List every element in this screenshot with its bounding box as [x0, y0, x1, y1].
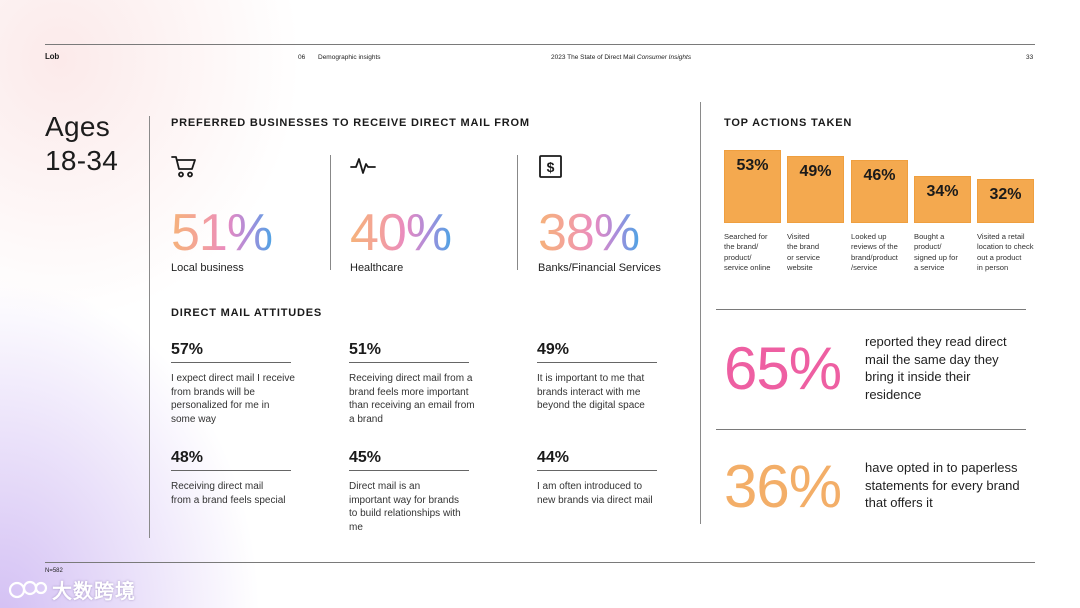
lob-logo: Lob	[45, 52, 60, 61]
pulse-icon	[350, 156, 376, 176]
attitude-pct: 48%	[171, 449, 204, 466]
chart-bar-value-label: 46%	[863, 167, 896, 184]
attitude-text: Receiving direct mail from a brand feels…	[171, 481, 286, 506]
attitude-pct: 44%	[537, 449, 570, 466]
chart-category-label-line: reviews of the	[851, 242, 898, 252]
chart-category-label-line: service online	[724, 263, 771, 273]
chart-category-label-line: signed up for	[914, 252, 958, 262]
chart-bar: 34%	[914, 176, 971, 223]
footer-rule	[45, 562, 1035, 563]
attitude-pct: 57%	[171, 341, 204, 358]
divider-right	[700, 102, 701, 524]
attitude-rule	[171, 470, 291, 471]
report-title: 2023 The State of Direct Mail Consumer I…	[551, 54, 691, 61]
stat-text-paperless: have opted in to paperless statements fo…	[865, 460, 1020, 510]
sample-size: N=582	[45, 568, 63, 574]
watermark: 大数跨境	[8, 575, 136, 604]
chart-category-label-line: in person	[977, 263, 1009, 273]
chart-category-label: Bought a product/signed up for a service	[914, 232, 979, 274]
divider-left	[149, 116, 150, 538]
ages-title: Ages 18-34	[45, 110, 118, 178]
chart-category-label-line: out a product	[977, 252, 1022, 262]
biz-label-banks: Banks/Financial Services	[538, 262, 661, 274]
chart-category-label-line: Looked up	[851, 232, 887, 241]
biz-label-healthcare: Healthcare	[350, 262, 404, 274]
attitude-text: It is important to me that brands intera…	[537, 373, 645, 411]
preferred-title: PREFERRED BUSINESSES TO RECEIVE DIRECT M…	[171, 117, 530, 129]
report-title-italic: Consumer Insights	[636, 54, 692, 61]
attitude-pct: 51%	[349, 341, 382, 358]
attitude-rule	[537, 470, 657, 471]
chart-category-label: Visited the brand or service website	[787, 232, 852, 274]
chart-category-label-line: location to check	[977, 242, 1034, 252]
attitude-rule	[537, 362, 657, 363]
chart-category-label-line: the brand	[787, 242, 820, 252]
chart-category-label-line: brand/product	[851, 252, 898, 262]
watermark-logo-icon	[8, 580, 48, 598]
report-title-main: 2023 The State of Direct Mail	[551, 54, 636, 61]
chart-category-label-line: website	[787, 263, 813, 273]
biz-label-local: Local business	[171, 262, 244, 274]
attitude-text: I am often introduced to new brands via …	[537, 481, 653, 506]
chart-category-label: Visited a retail location to check out a p…	[977, 232, 1042, 274]
chart-category-label-line: Visited	[787, 232, 810, 241]
stat-text-same-day: reported they read direct mail the same …	[865, 334, 1007, 402]
chart-category-label-line: Bought a	[914, 232, 945, 241]
stat-value-same-day: 65%	[724, 335, 842, 402]
chart-category-label: Looked up reviews of the brand/product/ser…	[851, 232, 916, 274]
chart-bar-value-label: 49%	[799, 163, 832, 180]
attitude-rule	[171, 362, 291, 363]
section-number: 06	[298, 54, 306, 61]
chart-bar: 53%	[724, 150, 781, 223]
chart-category-label-line: a service	[914, 263, 945, 273]
watermark-text: 大数跨境	[52, 581, 136, 603]
attitude-rule	[349, 362, 469, 363]
top-actions-chart: 53% Searched for the brand/product/service…	[724, 140, 1044, 280]
chart-category-label-line: Searched for	[724, 232, 768, 241]
chart-category-label-line: product/	[724, 252, 752, 262]
chart-category-label: Searched for the brand/product/service on…	[724, 232, 789, 274]
chart-title: TOP ACTIONS TAKEN	[724, 117, 853, 129]
page-number: 33	[1026, 54, 1034, 61]
section-name: Demographic insights	[318, 54, 381, 61]
attitude-text: Receiving direct mail from a brand feels…	[349, 373, 475, 425]
ages-line-2: 18-34	[45, 145, 119, 176]
chart-bar: 49%	[787, 156, 844, 223]
stat-rule-middle	[716, 429, 1026, 430]
attitude-text: Direct mail is an important way for bran…	[349, 481, 461, 533]
svg-text:$: $	[547, 159, 555, 175]
attitude-pct: 49%	[537, 341, 570, 358]
cart-icon	[171, 155, 197, 179]
chart-bar-value-label: 32%	[989, 186, 1022, 203]
chart-category-label-line: product/	[914, 242, 942, 252]
biz-value-healthcare: 40%	[350, 204, 452, 262]
chart-bar: 46%	[851, 160, 908, 223]
biz-value-local: 51%	[171, 204, 273, 262]
dollar-icon: $	[538, 154, 564, 180]
biz-value-banks: 38%	[538, 204, 640, 262]
divider-biz-1	[330, 155, 331, 270]
chart-category-label-line: /service	[851, 263, 878, 273]
attitude-rule	[349, 470, 469, 471]
stat-value-paperless: 36%	[724, 453, 842, 520]
chart-category-label-line: Visited a retail	[977, 232, 1025, 241]
header-rule-top	[45, 44, 1035, 45]
attitude-pct: 45%	[349, 449, 382, 466]
chart-bar-value-label: 34%	[926, 183, 959, 200]
chart-category-label-line: or service	[787, 252, 820, 262]
stat-rule-top	[716, 309, 1026, 310]
attitude-text: I expect direct mail I receive from bran…	[171, 373, 295, 425]
ages-line-1: Ages	[45, 111, 111, 142]
attitudes-title: DIRECT MAIL ATTITUDES	[171, 307, 323, 319]
chart-category-label-line: the brand/	[724, 242, 759, 252]
divider-biz-2	[517, 155, 518, 270]
chart-bar-value-label: 53%	[736, 157, 769, 174]
chart-bar: 32%	[977, 179, 1034, 223]
